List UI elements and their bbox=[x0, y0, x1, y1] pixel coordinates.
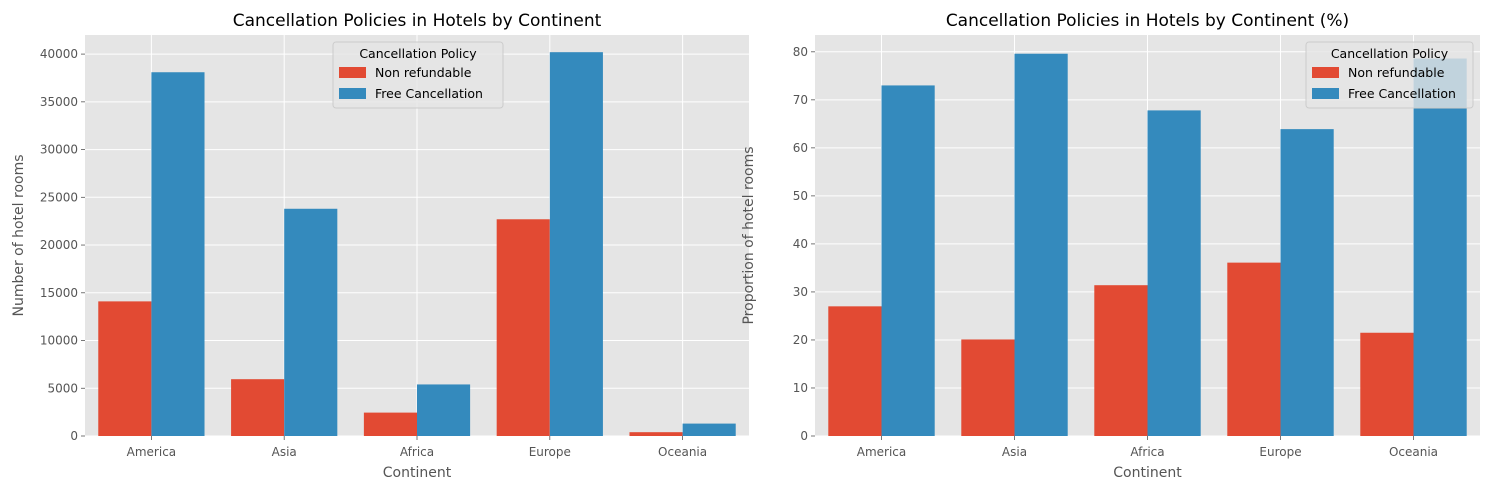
x-tick-label: Europe bbox=[529, 445, 571, 459]
bar-free-cancellation-asia bbox=[1014, 53, 1068, 436]
y-tick-label: 10 bbox=[793, 381, 808, 395]
bar-free-cancellation-africa bbox=[1147, 110, 1201, 436]
chart-panel-1: 0 5000 10000 15000 20000 25000 30000 35000 40000… bbox=[11, 11, 749, 481]
legend-label: Non refundable bbox=[375, 65, 472, 80]
chart-title: Cancellation Policies in Hotels by Conti… bbox=[946, 11, 1349, 31]
bar-free-cancellation-oceania bbox=[1413, 58, 1467, 436]
bar-non-refundable-africa bbox=[1094, 285, 1148, 436]
y-tick-label: 25000 bbox=[40, 190, 78, 204]
y-tick-label: 20000 bbox=[40, 238, 78, 252]
legend-label: Non refundable bbox=[1348, 65, 1445, 80]
chart-panel-2: 0 10 20 30 40 50 60 70 80 America Asia Africa Europe… bbox=[741, 11, 1480, 481]
bar-non-refundable-africa bbox=[363, 412, 417, 436]
y-axis-label: Number of hotel rooms bbox=[11, 154, 27, 316]
y-tick-label: 50 bbox=[793, 189, 808, 203]
y-axis-label: Proportion of hotel rooms bbox=[741, 146, 757, 324]
y-tick-label: 40000 bbox=[40, 47, 78, 61]
chart-title: Cancellation Policies in Hotels by Conti… bbox=[233, 11, 602, 31]
x-tick-label: America bbox=[127, 445, 177, 459]
x-tick-label: Africa bbox=[400, 445, 434, 459]
bar-non-refundable-oceania bbox=[1360, 332, 1414, 436]
y-tick-label: 15000 bbox=[40, 286, 78, 300]
x-tick-label: America bbox=[857, 445, 907, 459]
x-tick-label: Oceania bbox=[1389, 445, 1438, 459]
x-tick-label: Asia bbox=[1002, 445, 1027, 459]
bar-free-cancellation-europe bbox=[549, 52, 603, 436]
y-tick-label: 10000 bbox=[40, 334, 78, 348]
legend-label: Free Cancellation bbox=[375, 86, 483, 101]
legend-title: Cancellation Policy bbox=[1331, 46, 1449, 61]
y-tick-label: 70 bbox=[793, 93, 808, 107]
legend-swatch bbox=[339, 67, 366, 78]
y-tick-label: 30 bbox=[793, 285, 808, 299]
x-axis-label: Continent bbox=[383, 465, 452, 481]
legend-label: Free Cancellation bbox=[1348, 86, 1456, 101]
x-tick-label: Oceania bbox=[658, 445, 707, 459]
bar-non-refundable-america bbox=[828, 306, 882, 436]
legend-box bbox=[332, 41, 504, 109]
bar-non-refundable-asia bbox=[231, 379, 285, 436]
legend-swatch bbox=[1312, 67, 1339, 78]
bar-free-cancellation-america bbox=[151, 72, 205, 436]
x-axis-label: Continent bbox=[1113, 465, 1182, 481]
bar-non-refundable-oceania bbox=[629, 432, 683, 436]
bar-non-refundable-europe bbox=[1227, 262, 1281, 436]
y-tick-label: 30000 bbox=[40, 143, 78, 157]
y-tick-label: 40 bbox=[793, 237, 808, 251]
y-tick-label: 0 bbox=[800, 429, 808, 443]
bar-non-refundable-america bbox=[98, 301, 152, 436]
bar-free-cancellation-africa bbox=[417, 384, 471, 436]
bar-free-cancellation-europe bbox=[1280, 129, 1334, 436]
legend-title: Cancellation Policy bbox=[359, 46, 477, 61]
y-tick-label: 60 bbox=[793, 141, 808, 155]
legend: Cancellation Policy Non refundable Free Ca… bbox=[1305, 41, 1474, 109]
y-tick-label: 80 bbox=[793, 45, 808, 59]
y-tick-label: 5000 bbox=[47, 381, 78, 395]
legend-swatch bbox=[1312, 88, 1339, 99]
legend-box bbox=[1305, 41, 1474, 109]
y-tick-label: 35000 bbox=[40, 95, 78, 109]
bar-non-refundable-europe bbox=[496, 219, 550, 436]
bar-free-cancellation-asia bbox=[284, 208, 338, 436]
x-tick-label: Asia bbox=[272, 445, 297, 459]
legend-swatch bbox=[339, 88, 366, 99]
bar-free-cancellation-america bbox=[881, 85, 935, 437]
y-tick-label: 20 bbox=[793, 333, 808, 347]
x-tick-label: Africa bbox=[1130, 445, 1164, 459]
y-tick-label: 0 bbox=[70, 429, 78, 443]
legend: Cancellation Policy Non refundable Free Ca… bbox=[332, 41, 504, 109]
x-tick-label: Europe bbox=[1259, 445, 1301, 459]
bar-free-cancellation-oceania bbox=[682, 423, 736, 436]
bar-non-refundable-asia bbox=[961, 339, 1015, 436]
